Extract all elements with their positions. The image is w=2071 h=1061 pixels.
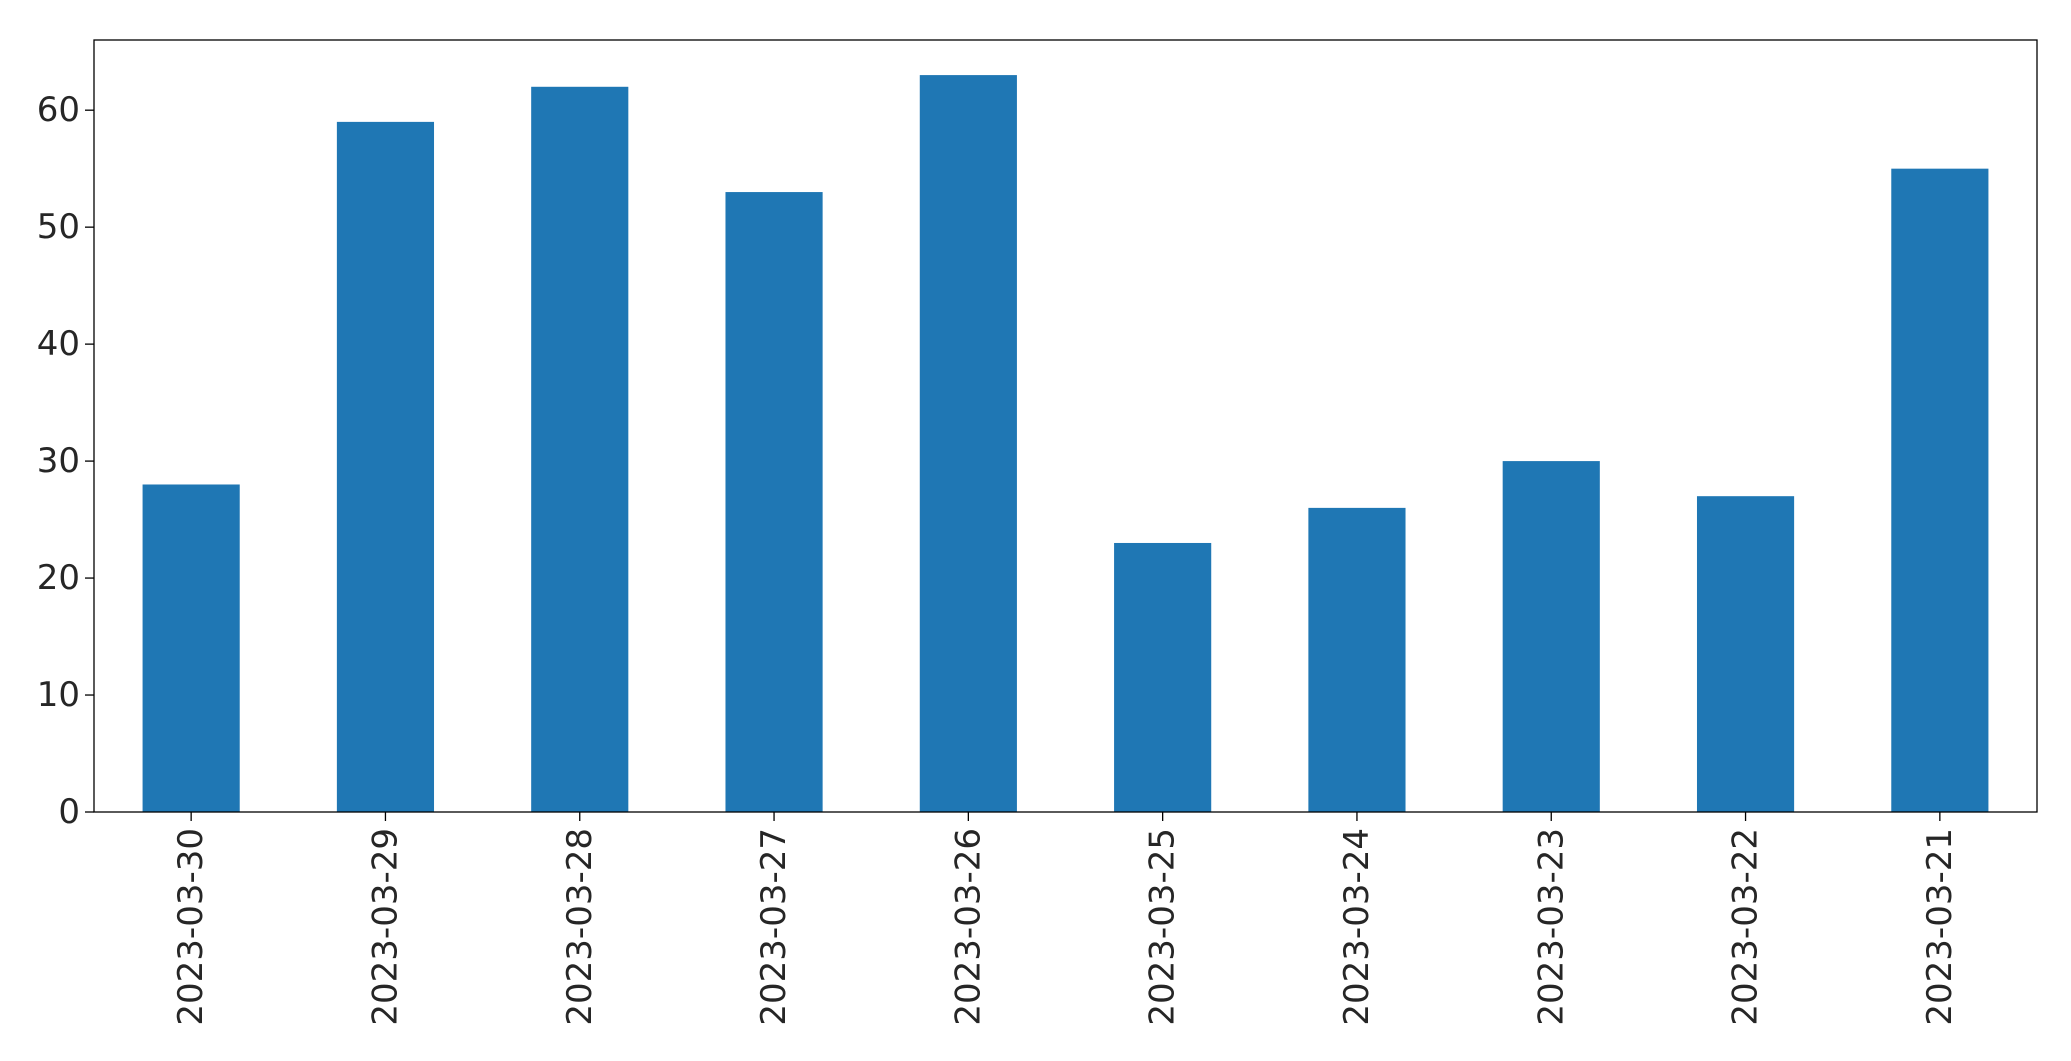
y-axis: 0 10 20 30 40 50 60: [37, 90, 94, 832]
x-tick-label: 2023-03-21: [1920, 828, 1960, 1026]
y-tick-label: 30: [37, 441, 80, 481]
y-tick-label: 60: [37, 90, 80, 130]
bar-2023-03-24: [1308, 507, 1406, 812]
x-axis: 2023-03-30 2023-03-29 2023-03-28 2023-03-27…: [171, 812, 1960, 1026]
x-tick-label: 2023-03-29: [365, 828, 405, 1026]
x-tick-label: 2023-03-30: [171, 828, 211, 1026]
bar-2023-03-27: [725, 192, 823, 812]
y-tick-label: 0: [58, 792, 80, 832]
y-tick-label: 10: [37, 675, 80, 715]
bar-2023-03-22: [1696, 496, 1795, 812]
x-tick-label: 2023-03-22: [1726, 828, 1766, 1026]
x-tick-label: 2023-03-26: [948, 828, 988, 1026]
x-tick-label: 2023-03-28: [560, 828, 600, 1026]
bars-layer: [142, 75, 1989, 812]
y-tick-label: 20: [37, 558, 80, 598]
y-tick-label: 50: [37, 207, 80, 247]
bar-2023-03-23: [1502, 461, 1600, 812]
bar-2023-03-26: [919, 75, 1017, 812]
x-tick-label: 2023-03-25: [1143, 828, 1183, 1026]
x-tick-label: 2023-03-24: [1337, 828, 1377, 1026]
x-tick-label: 2023-03-27: [754, 828, 794, 1026]
bar-2023-03-30: [142, 484, 240, 812]
bar-2023-03-25: [1114, 542, 1212, 812]
y-tick-label: 40: [37, 324, 80, 364]
x-tick-label: 2023-03-23: [1531, 828, 1571, 1026]
bar-2023-03-28: [531, 86, 629, 812]
plot-area-frame: [93, 39, 2038, 813]
bar-2023-03-29: [336, 121, 435, 812]
bar-2023-03-21: [1891, 168, 1989, 812]
